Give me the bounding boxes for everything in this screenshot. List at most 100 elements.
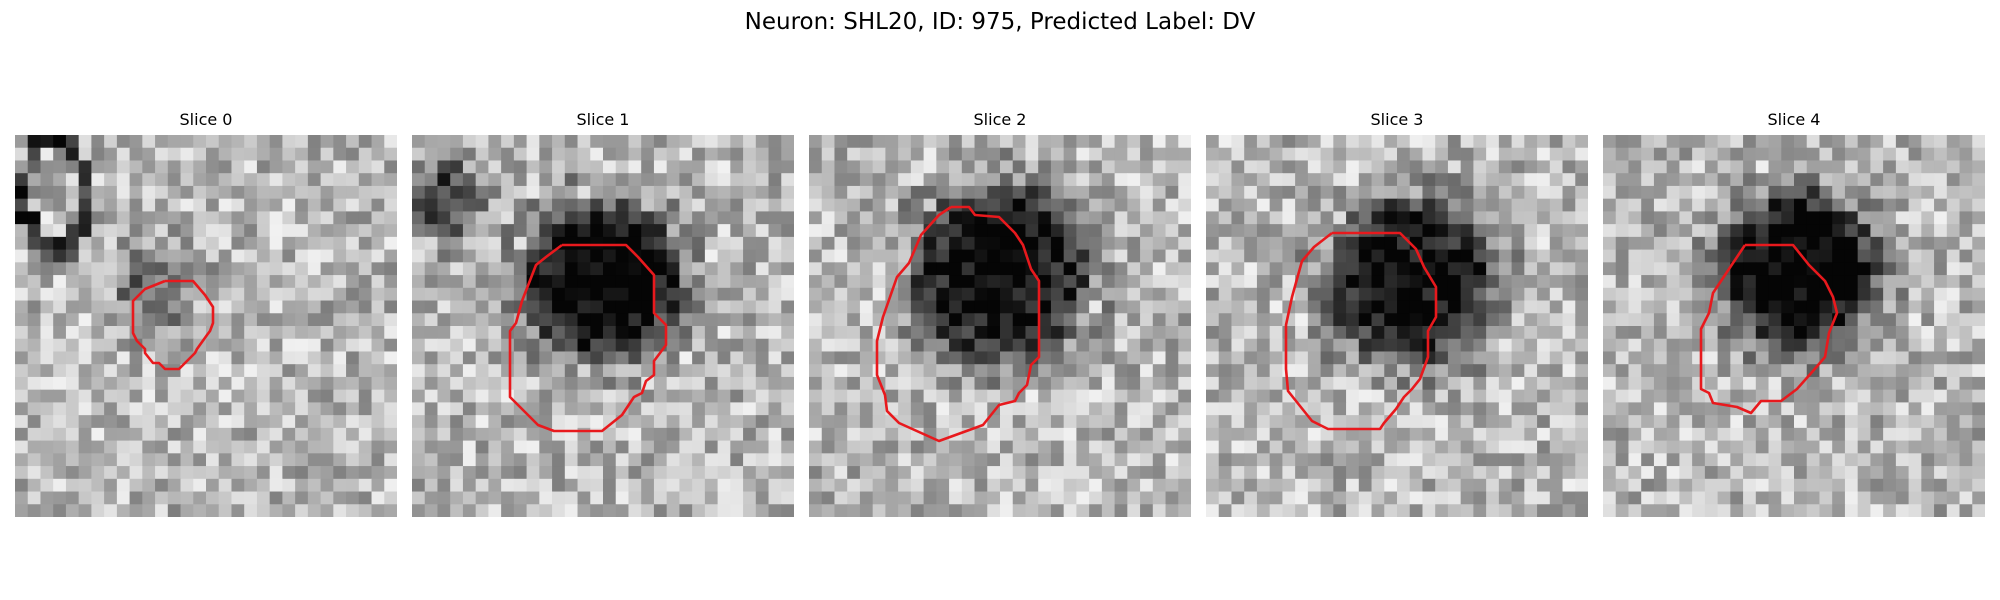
image-pixel	[641, 364, 655, 378]
image-pixel	[1857, 402, 1871, 416]
image-pixel	[1628, 198, 1642, 212]
image-pixel	[755, 198, 770, 212]
image-pixel	[1012, 300, 1026, 314]
image-pixel	[104, 135, 118, 149]
image-pixel	[834, 211, 848, 225]
image-pixel	[1743, 224, 1757, 238]
image-pixel	[1397, 147, 1411, 161]
image-pixel	[333, 453, 347, 467]
image-pixel	[1282, 402, 1296, 416]
image-pixel	[1127, 326, 1141, 340]
image-pixel	[910, 211, 925, 225]
image-pixel	[1384, 351, 1398, 365]
image-pixel	[1307, 135, 1322, 149]
image-pixel	[1511, 415, 1525, 429]
image-pixel	[1768, 504, 1782, 517]
image-pixel	[1679, 376, 1693, 391]
image-pixel	[142, 287, 156, 302]
image-pixel	[167, 338, 182, 352]
image-pixel	[847, 440, 861, 454]
image-pixel	[1076, 364, 1090, 378]
image-pixel	[1231, 415, 1245, 429]
image-pixel	[1603, 415, 1617, 429]
image-pixel	[1101, 338, 1116, 352]
image-pixel	[218, 262, 232, 276]
image-pixel	[1806, 300, 1820, 314]
image-pixel	[1244, 262, 1258, 276]
image-pixel	[847, 364, 861, 378]
image-pixel	[666, 185, 680, 200]
image-pixel	[730, 491, 744, 505]
image-pixel	[1666, 415, 1680, 429]
image-pixel	[244, 160, 258, 174]
image-pixel	[193, 453, 207, 467]
image-pixel	[1575, 185, 1588, 200]
image-pixel	[1320, 402, 1334, 416]
image-pixel	[704, 198, 719, 212]
image-pixel	[1165, 185, 1179, 200]
image-pixel	[346, 466, 360, 480]
image-pixel	[1256, 338, 1271, 352]
image-pixel	[834, 440, 848, 454]
image-pixel	[615, 249, 629, 263]
image-pixel	[768, 249, 782, 263]
image-pixel	[859, 504, 874, 517]
image-pixel	[412, 326, 426, 340]
image-pixel	[1307, 147, 1322, 161]
image-pixel	[231, 224, 245, 238]
image-pixel	[371, 135, 385, 149]
image-pixel	[847, 224, 861, 238]
image-pixel	[1012, 338, 1026, 352]
image-pixel	[1883, 491, 1897, 505]
image-pixel	[910, 478, 925, 493]
image-pixel	[859, 453, 874, 467]
image-pixel	[1959, 402, 1973, 416]
image-pixel	[1717, 478, 1731, 493]
image-pixel	[1549, 287, 1564, 302]
image-pixel	[129, 262, 143, 276]
image-pixel	[1397, 504, 1411, 517]
image-pixel	[116, 249, 131, 263]
image-pixel	[1012, 453, 1026, 467]
image-pixel	[1883, 504, 1897, 517]
image-pixel	[1857, 147, 1871, 161]
image-pixel	[1012, 198, 1026, 212]
image-pixel	[91, 173, 105, 187]
image-pixel	[653, 275, 668, 289]
image-pixel	[78, 504, 92, 517]
image-pixel	[231, 135, 245, 149]
image-pixel	[949, 135, 963, 149]
image-pixel	[501, 147, 515, 161]
image-pixel	[1025, 300, 1039, 314]
image-pixel	[1127, 300, 1141, 314]
image-pixel	[1575, 491, 1588, 505]
image-pixel	[717, 351, 731, 365]
image-pixel	[488, 287, 502, 302]
image-pixel	[1231, 236, 1245, 251]
image-pixel	[1537, 491, 1551, 505]
image-pixel	[1704, 478, 1719, 493]
image-pixel	[1140, 504, 1154, 517]
image-pixel	[1562, 211, 1576, 225]
image-pixel	[1628, 135, 1642, 149]
image-pixel	[65, 364, 80, 378]
image-pixel	[1218, 262, 1232, 276]
image-pixel	[781, 491, 794, 505]
image-pixel	[1946, 313, 1961, 327]
image-pixel	[1101, 211, 1116, 225]
image-pixel	[346, 313, 360, 327]
image-pixel	[577, 211, 591, 225]
image-pixel	[462, 249, 477, 263]
image-pixel	[1498, 275, 1513, 289]
image-pixel	[526, 287, 540, 302]
image-pixel	[358, 275, 373, 289]
image-pixel	[167, 364, 182, 378]
image-pixel	[847, 300, 861, 314]
image-pixel	[1908, 135, 1922, 149]
image-pixel	[1409, 427, 1423, 442]
image-pixel	[641, 313, 655, 327]
image-pixel	[974, 198, 988, 212]
image-pixel	[1768, 275, 1782, 289]
image-pixel	[1717, 275, 1731, 289]
image-pixel	[1562, 440, 1576, 454]
